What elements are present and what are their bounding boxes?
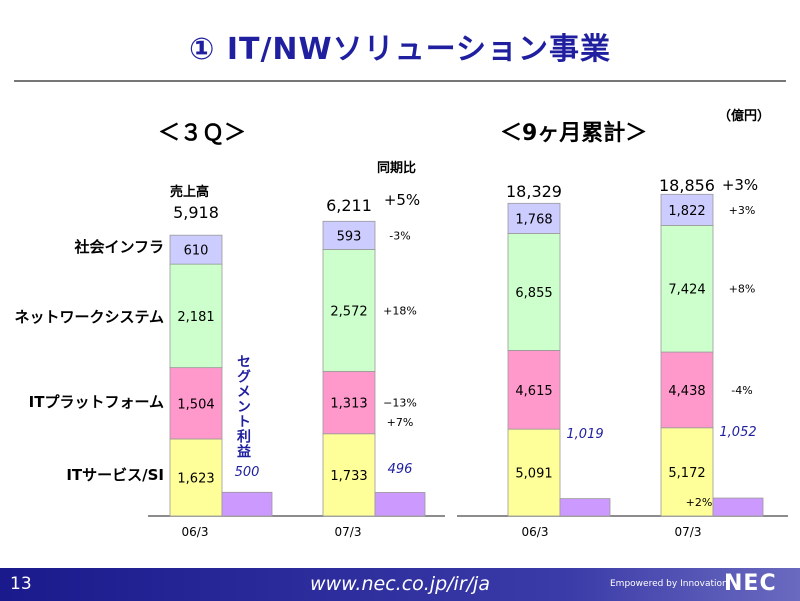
value-label-platform-1-2: 1,313 [330,397,367,412]
bar-service-2-2 [660,427,714,517]
yoy-label-service-2: +2% [686,496,713,509]
yoy-header: 同期比 [377,161,417,176]
value-label-platform-1-1: 1,504 [177,397,214,412]
bar-platform-2-2 [660,351,714,429]
unit-label: （億円） [718,109,771,124]
yoy-label-network-2: +8% [729,283,756,296]
value-label-service-2-1: 5,091 [515,467,552,482]
category-label-network: ネットワークシステム [14,308,164,326]
page-title: ① IT/NWソリューション事業 [188,32,612,67]
value-label-network-2-1: 6,855 [515,286,552,301]
x-tick-label-1-1: 06/3 [182,525,209,539]
bar-social-2-1 [507,202,561,234]
bar-network-2-1 [507,233,561,351]
bar-segment-profit-2-1 [559,498,611,517]
value-label-platform-2-1: 4,615 [515,384,552,399]
sales-header: 売上高 [170,185,210,200]
value-label-service-2-2: 5,172 [668,466,705,481]
category-label-platform: ITプラットフォーム [28,393,164,411]
segment-profit-label: セグメント利益 [235,354,251,459]
total-label-1-2: 6,211 [326,196,372,215]
bar-service-2-1 [507,428,561,517]
footer-tagline: Empowered by Innovation [610,579,728,589]
section-title-cumulative: ＜9ヶ月累計＞ [500,121,648,146]
nec-logo: NEC [724,571,777,596]
yoy-total-label-2: +3% [722,176,758,194]
x-tick-label-1-2: 07/3 [335,525,362,539]
value-label-service-1-2: 1,733 [330,469,367,484]
bar-platform-1-1 [169,367,223,440]
bar-segment-profit-2-2 [712,497,764,517]
bar-platform-1-2 [322,371,376,435]
bar-segment-profit-1-1 [221,491,273,517]
bar-social-1-1 [169,234,223,265]
value-label-network-2-2: 7,424 [668,283,705,298]
total-label-2-2: 18,856 [659,176,715,195]
value-label-social-2-2: 1,822 [668,204,705,219]
segment-profit-value-1-2: 496 [388,462,413,477]
yoy-label-service-1: +7% [387,416,414,429]
x-tick-label-2-2: 07/3 [675,525,702,539]
bar-social-1-2 [322,220,376,250]
bar-segment-profit-1-2 [374,492,426,517]
bar-service-1-1 [169,438,223,517]
category-label-social: 社会インフラ [74,238,164,256]
bar-network-2-2 [660,224,714,353]
value-label-social-1-2: 593 [337,229,362,244]
bar-network-1-2 [322,249,376,372]
value-label-network-1-2: 2,572 [330,304,367,319]
segment-profit-value-2-2: 1,052 [719,425,756,440]
value-label-social-2-1: 1,768 [515,212,552,227]
footer-url[interactable]: www.nec.co.jp/ir/ja [310,573,490,595]
yoy-label-platform-1: −13% [383,397,417,410]
value-label-service-1-1: 1,623 [177,471,214,486]
value-label-network-1-1: 2,181 [177,310,214,325]
yoy-total-label-1: +5% [384,191,420,209]
footer-bar: 13 www.nec.co.jp/ir/ja Empowered by Inno… [0,568,800,601]
x-tick-label-2-1: 06/3 [522,525,549,539]
segment-profit-value-1-1: 500 [235,465,260,480]
total-label-2-1: 18,329 [506,182,562,201]
yoy-label-social-1: -3% [389,229,410,242]
page-number: 13 [10,574,32,594]
title-divider [14,80,786,82]
segment-profit-value-2-1: 1,019 [566,427,603,442]
category-label-service: ITサービス/SI [66,466,164,484]
bar-network-1-1 [169,263,223,369]
chart-area: 1,623 1,504 2,181 610 5,918 500 06/3 1,733 1,313… [148,176,788,539]
yoy-label-social-2: +3% [729,204,756,217]
total-label-1-1: 5,918 [173,203,219,222]
bar-platform-2-1 [507,350,561,430]
yoy-label-network-1: +18% [383,304,417,317]
value-label-platform-2-2: 4,438 [668,384,705,399]
bar-social-2-2 [660,193,714,226]
section-title-q3: ＜３Ｑ＞ [158,121,247,146]
value-label-social-1-1: 610 [184,244,209,259]
yoy-label-platform-2: -4% [731,384,752,397]
